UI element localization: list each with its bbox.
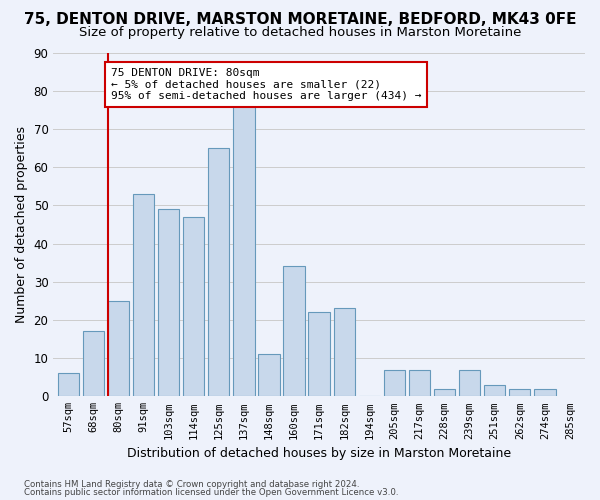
Bar <box>484 385 505 396</box>
Bar <box>158 209 179 396</box>
Text: Contains public sector information licensed under the Open Government Licence v3: Contains public sector information licen… <box>24 488 398 497</box>
Bar <box>384 370 405 396</box>
Bar <box>133 194 154 396</box>
Bar <box>208 148 229 396</box>
Y-axis label: Number of detached properties: Number of detached properties <box>15 126 28 323</box>
Text: Contains HM Land Registry data © Crown copyright and database right 2024.: Contains HM Land Registry data © Crown c… <box>24 480 359 489</box>
Bar <box>434 388 455 396</box>
Bar <box>308 312 330 396</box>
Bar <box>233 106 254 397</box>
Bar <box>283 266 305 396</box>
Bar <box>108 301 129 396</box>
Bar <box>459 370 480 396</box>
Bar <box>509 388 530 396</box>
Bar <box>83 332 104 396</box>
Text: Size of property relative to detached houses in Marston Moretaine: Size of property relative to detached ho… <box>79 26 521 39</box>
Bar <box>183 217 205 396</box>
X-axis label: Distribution of detached houses by size in Marston Moretaine: Distribution of detached houses by size … <box>127 447 511 460</box>
Bar <box>259 354 280 397</box>
Bar <box>409 370 430 396</box>
Text: 75, DENTON DRIVE, MARSTON MORETAINE, BEDFORD, MK43 0FE: 75, DENTON DRIVE, MARSTON MORETAINE, BED… <box>24 12 576 28</box>
Bar <box>334 308 355 396</box>
Bar <box>534 388 556 396</box>
Bar <box>58 374 79 396</box>
Text: 75 DENTON DRIVE: 80sqm
← 5% of detached houses are smaller (22)
95% of semi-deta: 75 DENTON DRIVE: 80sqm ← 5% of detached … <box>111 68 421 101</box>
